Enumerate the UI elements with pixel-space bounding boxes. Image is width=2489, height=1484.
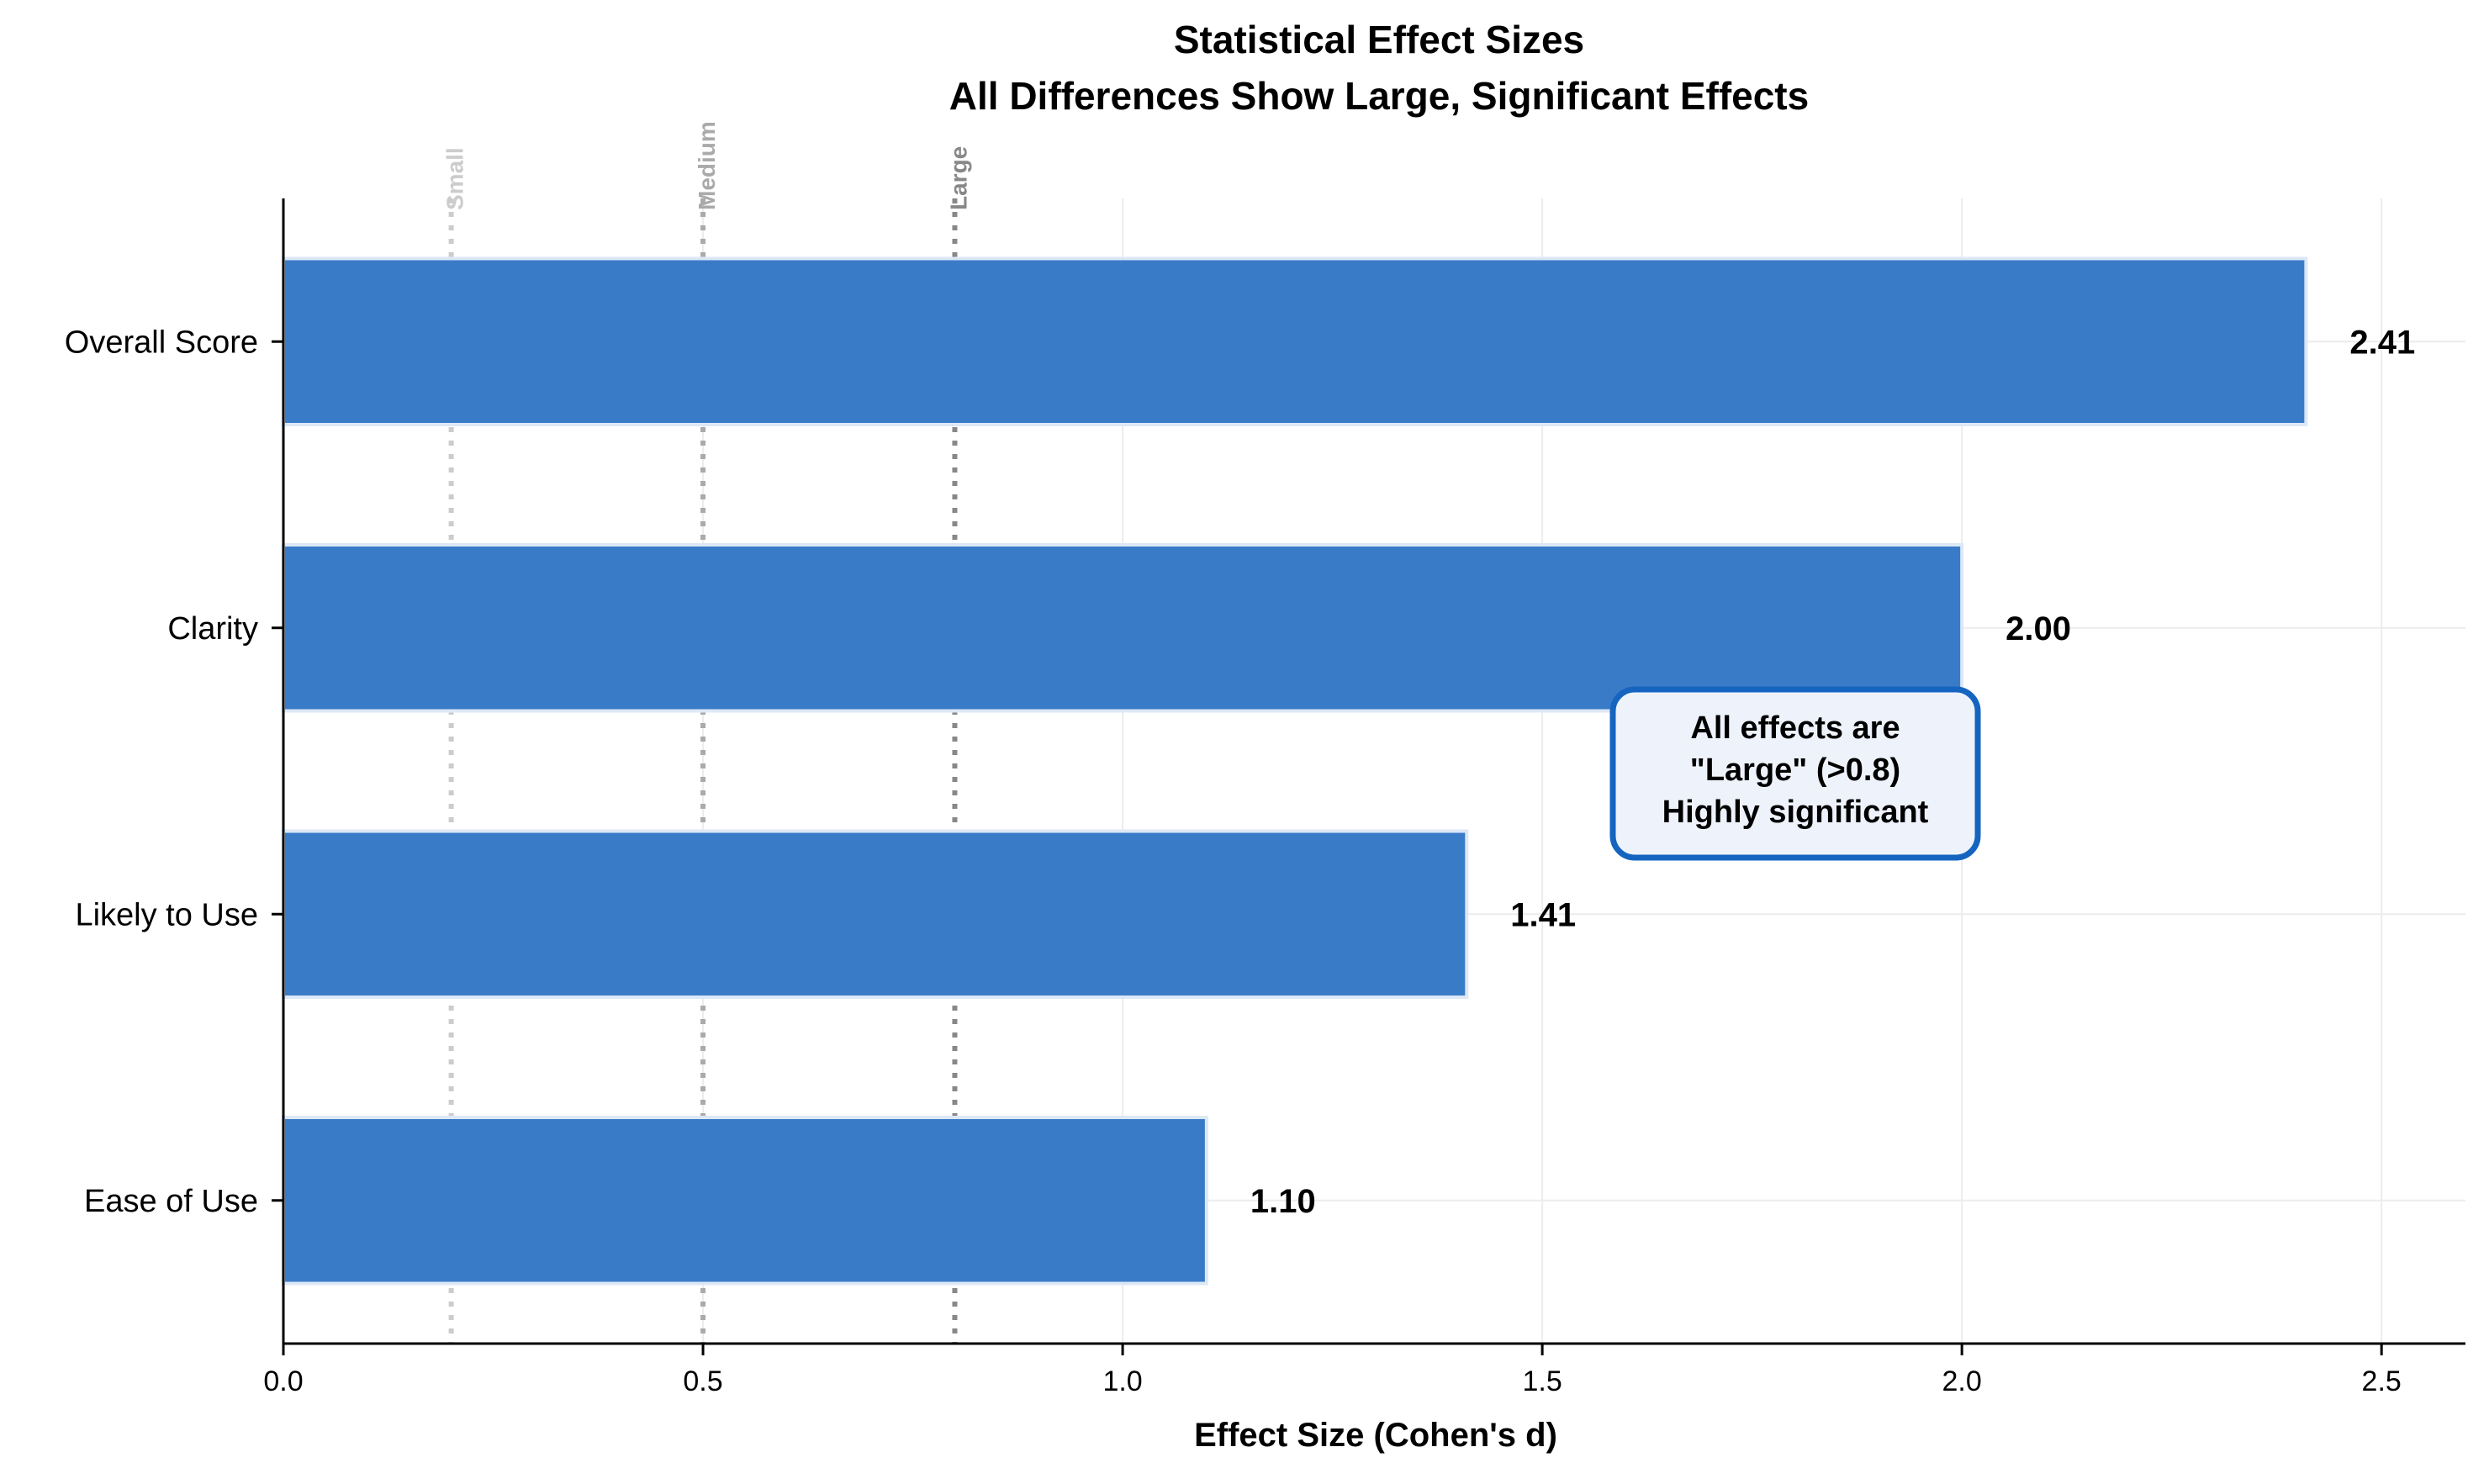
y-tick-label-0: Overall Score xyxy=(65,325,258,360)
value-label-1: 2.00 xyxy=(2005,610,2071,647)
x-axis-label: Effect Size (Cohen's d) xyxy=(1194,1417,1557,1454)
bar-clarity xyxy=(282,543,1964,713)
value-labels: 2.41 2.00 1.41 1.10 xyxy=(1250,324,2415,1220)
bar-likely-to-use xyxy=(282,829,1469,999)
threshold-label-small: Small xyxy=(442,147,468,210)
threshold-label-medium: Medium xyxy=(694,121,720,210)
annotation-text-line-1: All effects are xyxy=(1690,710,1900,746)
chart-title-line-2: All Differences Show Large, Significant … xyxy=(949,74,1809,118)
chart-title-line-1: Statistical Effect Sizes xyxy=(1174,18,1584,61)
value-label-0: 2.41 xyxy=(2349,324,2415,361)
y-tick-label-2: Likely to Use xyxy=(75,897,258,932)
annotation-box: All effects are "Large" (>0.8) Highly sign… xyxy=(1609,686,1981,861)
bars xyxy=(282,256,2308,1286)
axes: 0.0 0.5 1.0 1.5 2.0 2.5 Overall Score Clarity Li… xyxy=(65,198,2465,1397)
y-tick-label-3: Ease of Use xyxy=(84,1184,258,1219)
value-label-2: 1.41 xyxy=(1510,896,1576,933)
x-tick-label-4: 2.0 xyxy=(1942,1365,1982,1397)
x-tick-label-2: 1.0 xyxy=(1102,1365,1142,1397)
x-tick-label-3: 1.5 xyxy=(1522,1365,1562,1397)
x-tick-label-1: 0.5 xyxy=(683,1365,722,1397)
bar-ease-of-use xyxy=(282,1116,1208,1286)
bar-overall-score xyxy=(282,256,2308,426)
threshold-label-large: Large xyxy=(945,146,971,210)
annotation-box-background xyxy=(1609,686,1981,861)
value-label-3: 1.10 xyxy=(1250,1183,1316,1220)
annotation-text-line-2: "Large" (>0.8) xyxy=(1690,753,1900,788)
y-tick-label-1: Clarity xyxy=(167,611,258,647)
annotation-text-line-3: Highly significant xyxy=(1662,795,1929,830)
x-tick-label-5: 2.5 xyxy=(2362,1365,2402,1397)
x-tick-label-0: 0.0 xyxy=(263,1365,303,1397)
